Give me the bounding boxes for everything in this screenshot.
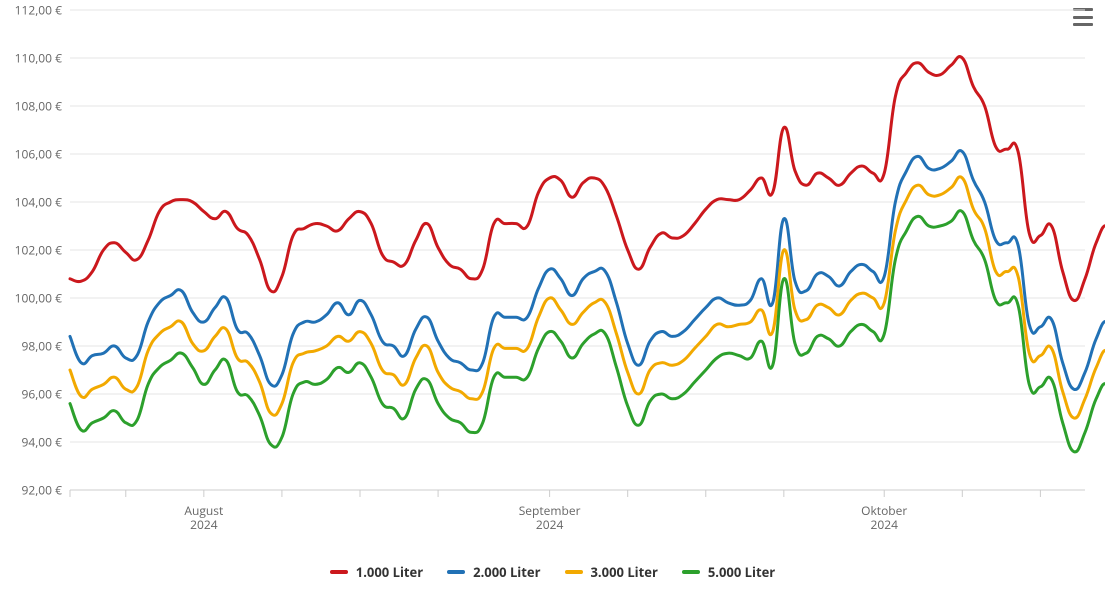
series-line (70, 151, 1105, 390)
legend-item[interactable]: 1.000 Liter (330, 563, 423, 581)
y-tick-label: 98,00 € (0, 338, 62, 355)
y-tick-label: 92,00 € (0, 482, 62, 499)
series-line (70, 57, 1105, 301)
legend-label: 1.000 Liter (356, 563, 423, 581)
legend-item[interactable]: 2.000 Liter (447, 563, 540, 581)
legend-swatch (330, 570, 348, 574)
legend-swatch (682, 570, 700, 574)
legend-item[interactable]: 5.000 Liter (682, 563, 775, 581)
series-line (70, 211, 1105, 452)
y-tick-label: 96,00 € (0, 386, 62, 403)
legend-label: 5.000 Liter (708, 563, 775, 581)
y-tick-label: 110,00 € (0, 50, 62, 67)
legend-label: 2.000 Liter (473, 563, 540, 581)
y-tick-label: 108,00 € (0, 98, 62, 115)
x-tick-label: September2024 (519, 504, 581, 533)
y-tick-label: 112,00 € (0, 2, 62, 19)
y-tick-label: 106,00 € (0, 146, 62, 163)
chart-container: 92,00 € 94,00 € 96,00 € 98,00 € 100,00 € 102,… (0, 0, 1105, 602)
y-tick-label: 104,00 € (0, 194, 62, 211)
legend-swatch (565, 570, 583, 574)
legend-label: 3.000 Liter (591, 563, 658, 581)
chart-legend: 1.000 Liter 2.000 Liter 3.000 Liter 5.000 L… (0, 560, 1105, 581)
x-tick-label: Oktober2024 (861, 504, 907, 533)
legend-swatch (447, 570, 465, 574)
x-tick-label: August2024 (184, 504, 223, 533)
y-tick-label: 100,00 € (0, 290, 62, 307)
legend-item[interactable]: 3.000 Liter (565, 563, 658, 581)
y-tick-label: 102,00 € (0, 242, 62, 259)
y-tick-label: 94,00 € (0, 434, 62, 451)
